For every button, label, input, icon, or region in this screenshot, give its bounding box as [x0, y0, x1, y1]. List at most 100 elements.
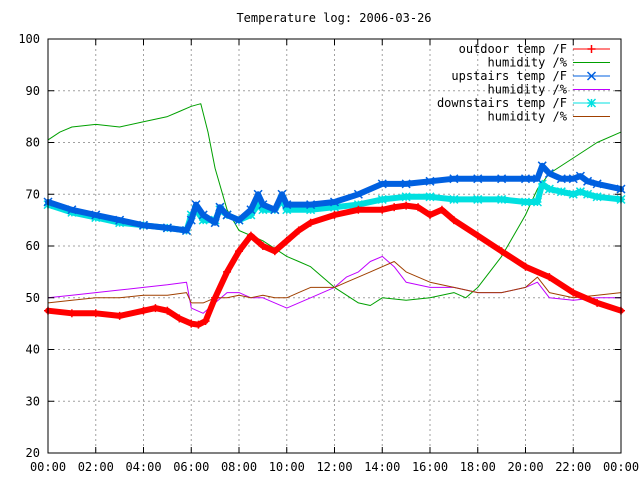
series-point-2	[115, 215, 125, 225]
series-point-0	[449, 216, 458, 225]
series-point-2	[258, 200, 268, 210]
series-point-0	[414, 203, 423, 212]
series-point-2	[67, 205, 77, 215]
series-point-0	[194, 320, 203, 329]
legend-label: humidity /%	[488, 56, 568, 70]
series-line-1	[47, 103, 622, 306]
series-point-4	[497, 194, 507, 204]
series-point-2	[270, 205, 280, 215]
series-point-2	[234, 215, 244, 225]
series-point-0	[211, 293, 220, 302]
series-point-2	[583, 176, 593, 186]
series-point-2	[282, 200, 292, 210]
series-point-0	[294, 226, 303, 235]
series-point-0	[390, 203, 399, 212]
series-point-0	[258, 242, 267, 250]
series-point-2	[191, 200, 201, 210]
y-tick-label: 90	[26, 84, 40, 98]
series-point-2	[377, 179, 387, 189]
y-tick-label: 100	[18, 32, 40, 46]
series-point-0	[187, 319, 196, 328]
series-point-2	[449, 174, 459, 184]
series-point-0	[163, 306, 172, 315]
series-point-0	[115, 311, 124, 320]
x-tick-label: 04:00	[125, 460, 161, 474]
x-tick-label: 14:00	[364, 460, 400, 474]
series-point-2	[246, 205, 256, 215]
series-point-2	[425, 176, 435, 186]
series-point-4	[425, 192, 435, 202]
series-point-2	[198, 210, 208, 220]
x-tick-label: 06:00	[173, 460, 209, 474]
series-line-5	[47, 261, 622, 304]
series-point-0	[426, 210, 434, 219]
series-point-0	[330, 210, 339, 219]
series-point-2	[575, 171, 585, 181]
legend-marker	[586, 71, 597, 81]
series-point-4	[473, 194, 483, 204]
legend-marker	[587, 45, 596, 53]
series-point-0	[569, 288, 578, 297]
series-point-0	[201, 317, 210, 326]
legend-label: humidity /%	[488, 110, 568, 124]
series-point-2	[215, 202, 225, 212]
legend-label: outdoor temp /F	[459, 42, 567, 56]
series-point-4	[544, 184, 554, 194]
y-tick-label: 20	[26, 446, 40, 460]
series-point-0	[593, 298, 602, 307]
x-tick-label: 22:00	[555, 460, 591, 474]
series-point-2	[277, 189, 287, 199]
series-point-0	[306, 218, 315, 227]
series-point-2	[568, 174, 578, 184]
legend-label: humidity /%	[488, 83, 568, 97]
series-point-0	[223, 267, 232, 276]
legend-label: upstairs temp /F	[451, 69, 567, 83]
series-point-2	[162, 223, 172, 233]
series-point-2	[532, 174, 542, 184]
series-point-2	[222, 210, 232, 220]
series-point-2	[353, 189, 363, 199]
series-point-0	[91, 309, 100, 318]
legend-marker	[586, 98, 597, 108]
series-point-4	[592, 192, 602, 202]
x-tick-label: 00:00	[603, 460, 639, 474]
series-point-4	[401, 192, 411, 202]
y-tick-label: 70	[26, 187, 40, 201]
series-point-2	[556, 174, 566, 184]
series-point-2	[544, 169, 554, 179]
series-point-2	[329, 197, 340, 207]
series-point-0	[378, 205, 387, 214]
series-point-2	[181, 225, 192, 236]
series-point-0	[246, 231, 255, 240]
series-point-0	[497, 247, 506, 256]
series-point-2	[186, 215, 196, 225]
chart-title: Temperature log: 2006-03-26	[236, 11, 431, 25]
series-point-2	[253, 189, 263, 199]
series-point-2	[91, 210, 101, 220]
series-point-0	[545, 273, 554, 282]
axis-ticks: 20 30 40 50 60 70 80 90 100 00:00 02:00 04:00 06:00 0…	[18, 32, 639, 474]
series-point-2	[138, 220, 149, 230]
legend-label: downstairs temp /F	[437, 96, 567, 110]
series-point-0	[521, 262, 530, 271]
series-point-0	[67, 309, 76, 318]
series-point-0	[235, 247, 243, 256]
y-tick-label: 30	[26, 394, 40, 408]
y-tick-label: 60	[26, 239, 40, 253]
x-tick-label: 20:00	[507, 460, 543, 474]
series-point-0	[354, 205, 363, 214]
x-tick-label: 16:00	[412, 460, 448, 474]
series-point-2	[473, 174, 483, 184]
x-tick-label: 18:00	[460, 460, 496, 474]
series-point-4	[532, 197, 542, 207]
series-point-0	[282, 236, 291, 245]
series-point-0	[402, 201, 411, 210]
series-point-2	[401, 179, 411, 189]
series-point-2	[497, 174, 507, 184]
series-point-0	[139, 306, 148, 315]
series-point-2	[306, 200, 316, 210]
x-tick-label: 10:00	[269, 460, 305, 474]
y-tick-label: 80	[26, 136, 40, 150]
